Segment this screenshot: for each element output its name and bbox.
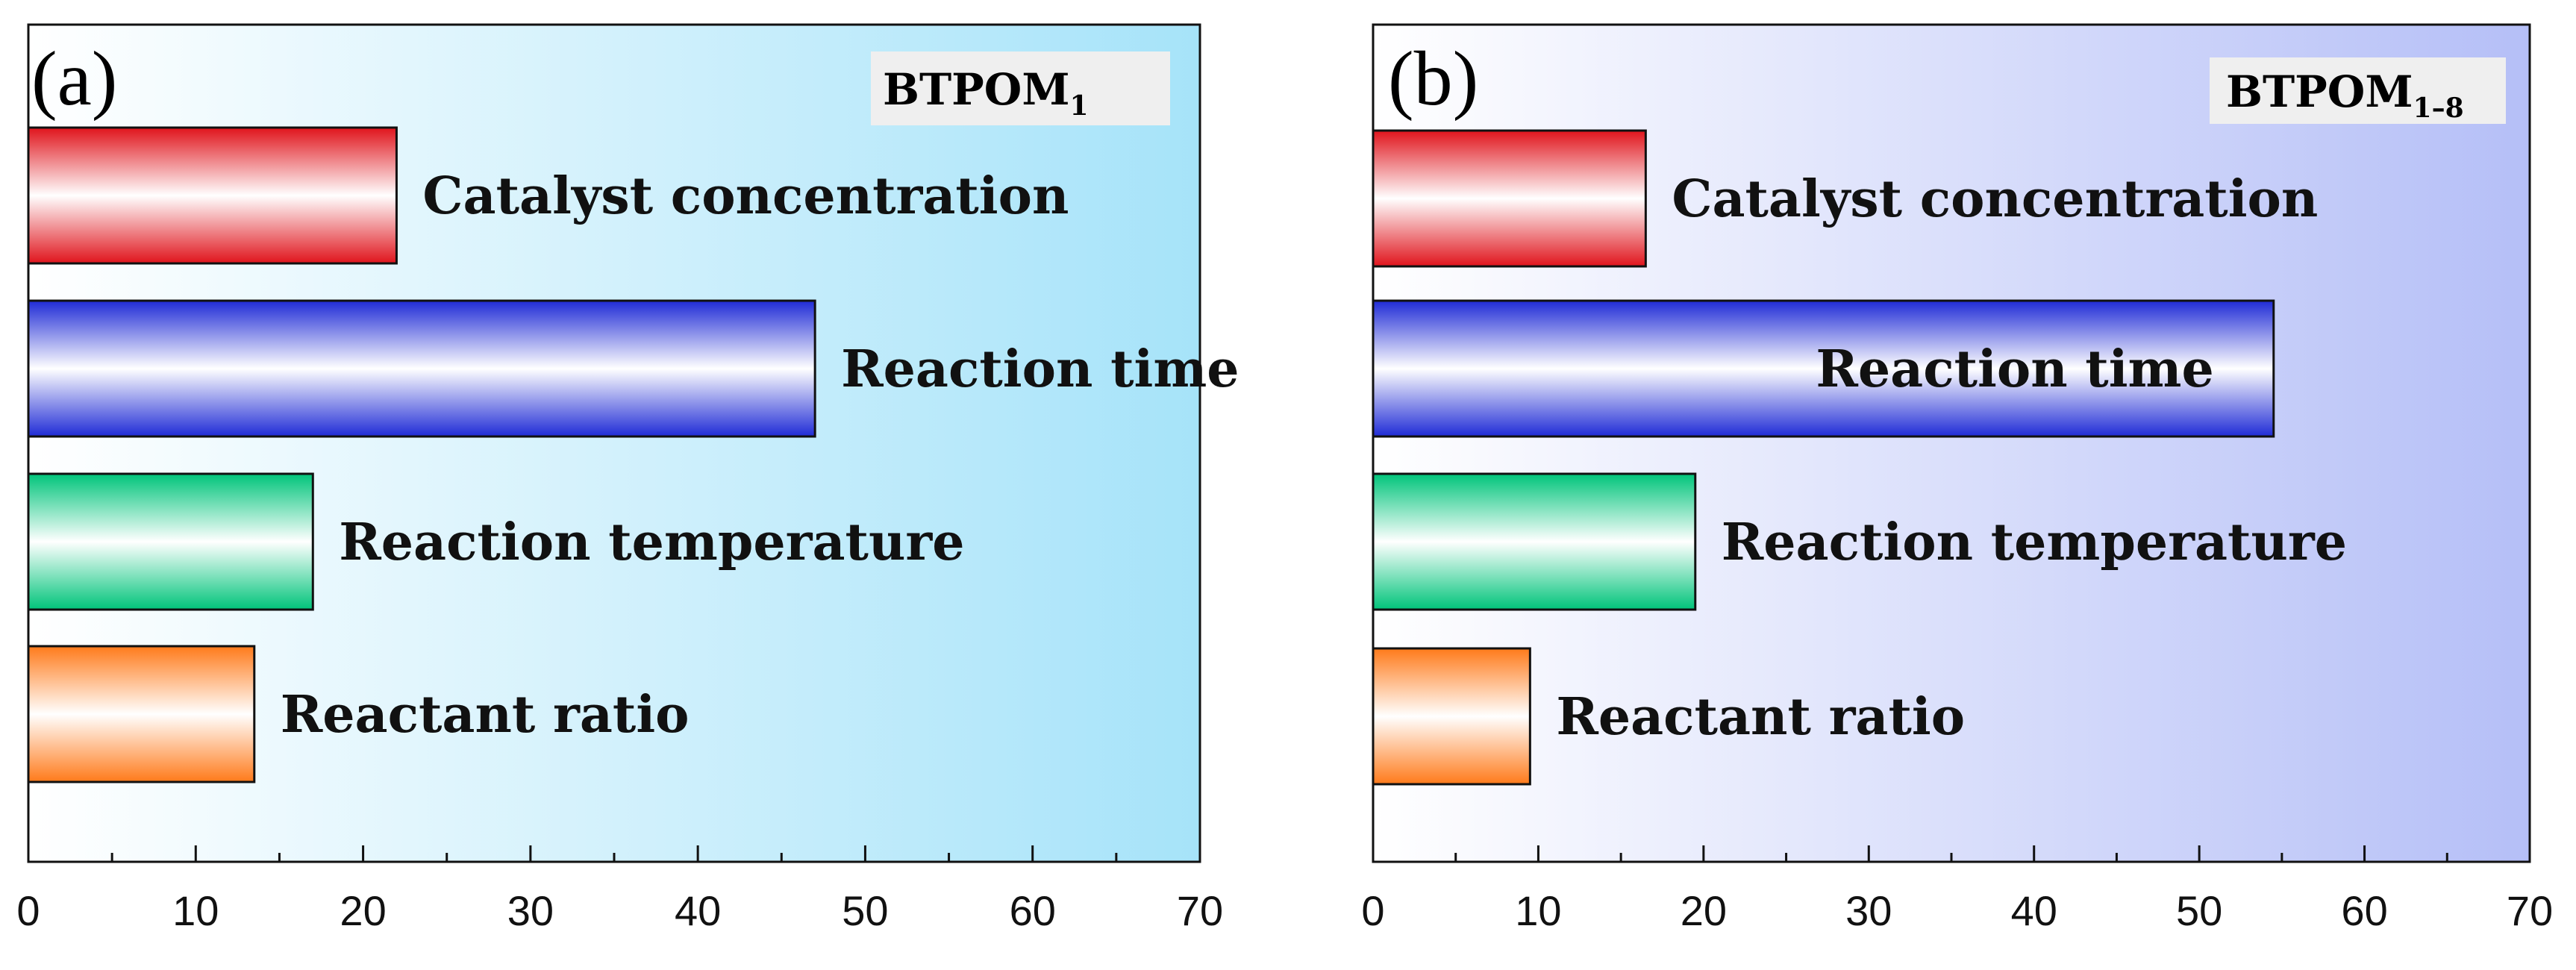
series-title: BTPOM1 [883, 64, 1089, 122]
x-tick-label: 70 [1177, 887, 1223, 934]
bar-label: Reaction temperature [1722, 513, 2347, 572]
series-title-subscript: 1 [1070, 90, 1089, 122]
bar-label: Catalyst concentration [422, 166, 1069, 226]
bar-catalyst-concentration [27, 126, 398, 265]
x-tick-label: 50 [2176, 887, 2222, 934]
x-tick-label: 60 [2341, 887, 2387, 934]
panel-label: (a) [31, 36, 117, 122]
x-tick-label: 70 [2507, 887, 2553, 934]
bar-label: Reaction time [841, 340, 1239, 399]
bar-label: Reaction temperature [339, 513, 964, 572]
series-title: BTPOM1–8 [2226, 66, 2464, 124]
x-tick-label: 50 [842, 887, 888, 934]
bar-label: Reactant ratio [1556, 687, 1965, 747]
series-title-main: BTPOM [883, 64, 1070, 115]
panel-b: Catalyst concentration Reaction time React… [1361, 23, 2553, 934]
bar-label: Reactant ratio [281, 685, 690, 745]
series-title-main: BTPOM [2226, 66, 2413, 117]
x-tick-label: 20 [340, 887, 386, 934]
x-tick-label: 10 [172, 887, 219, 934]
series-title-badge [2210, 57, 2506, 124]
bar-reaction-time [1372, 299, 2275, 438]
bar-reactant-ratio [1372, 647, 1531, 786]
x-tick-label: 0 [16, 887, 40, 934]
x-tick-label: 20 [1681, 887, 1727, 934]
panel-label: (b) [1388, 36, 1478, 122]
x-tick-label: 60 [1010, 887, 1056, 934]
x-tick-label: 30 [507, 887, 554, 934]
bar-reaction-temperature [27, 472, 314, 611]
x-tick-label: 30 [1845, 887, 1892, 934]
bar-catalyst-concentration [1372, 129, 1647, 268]
bar-label: Catalyst concentration [1672, 169, 2318, 229]
series-title-subscript: 1–8 [2413, 93, 2464, 124]
x-tick-label: 0 [1361, 887, 1384, 934]
bar-reaction-temperature [1372, 472, 1697, 611]
x-tick-label: 40 [675, 887, 721, 934]
bar-reaction-time [27, 299, 816, 438]
x-tick-label: 40 [2011, 887, 2057, 934]
series-title-badge [871, 51, 1170, 125]
panel-a: Catalyst concentration Reaction time React… [16, 23, 1239, 934]
x-tick-label: 10 [1515, 887, 1561, 934]
bar-reactant-ratio [27, 645, 256, 783]
bar-label: Reaction time [1816, 340, 2213, 399]
